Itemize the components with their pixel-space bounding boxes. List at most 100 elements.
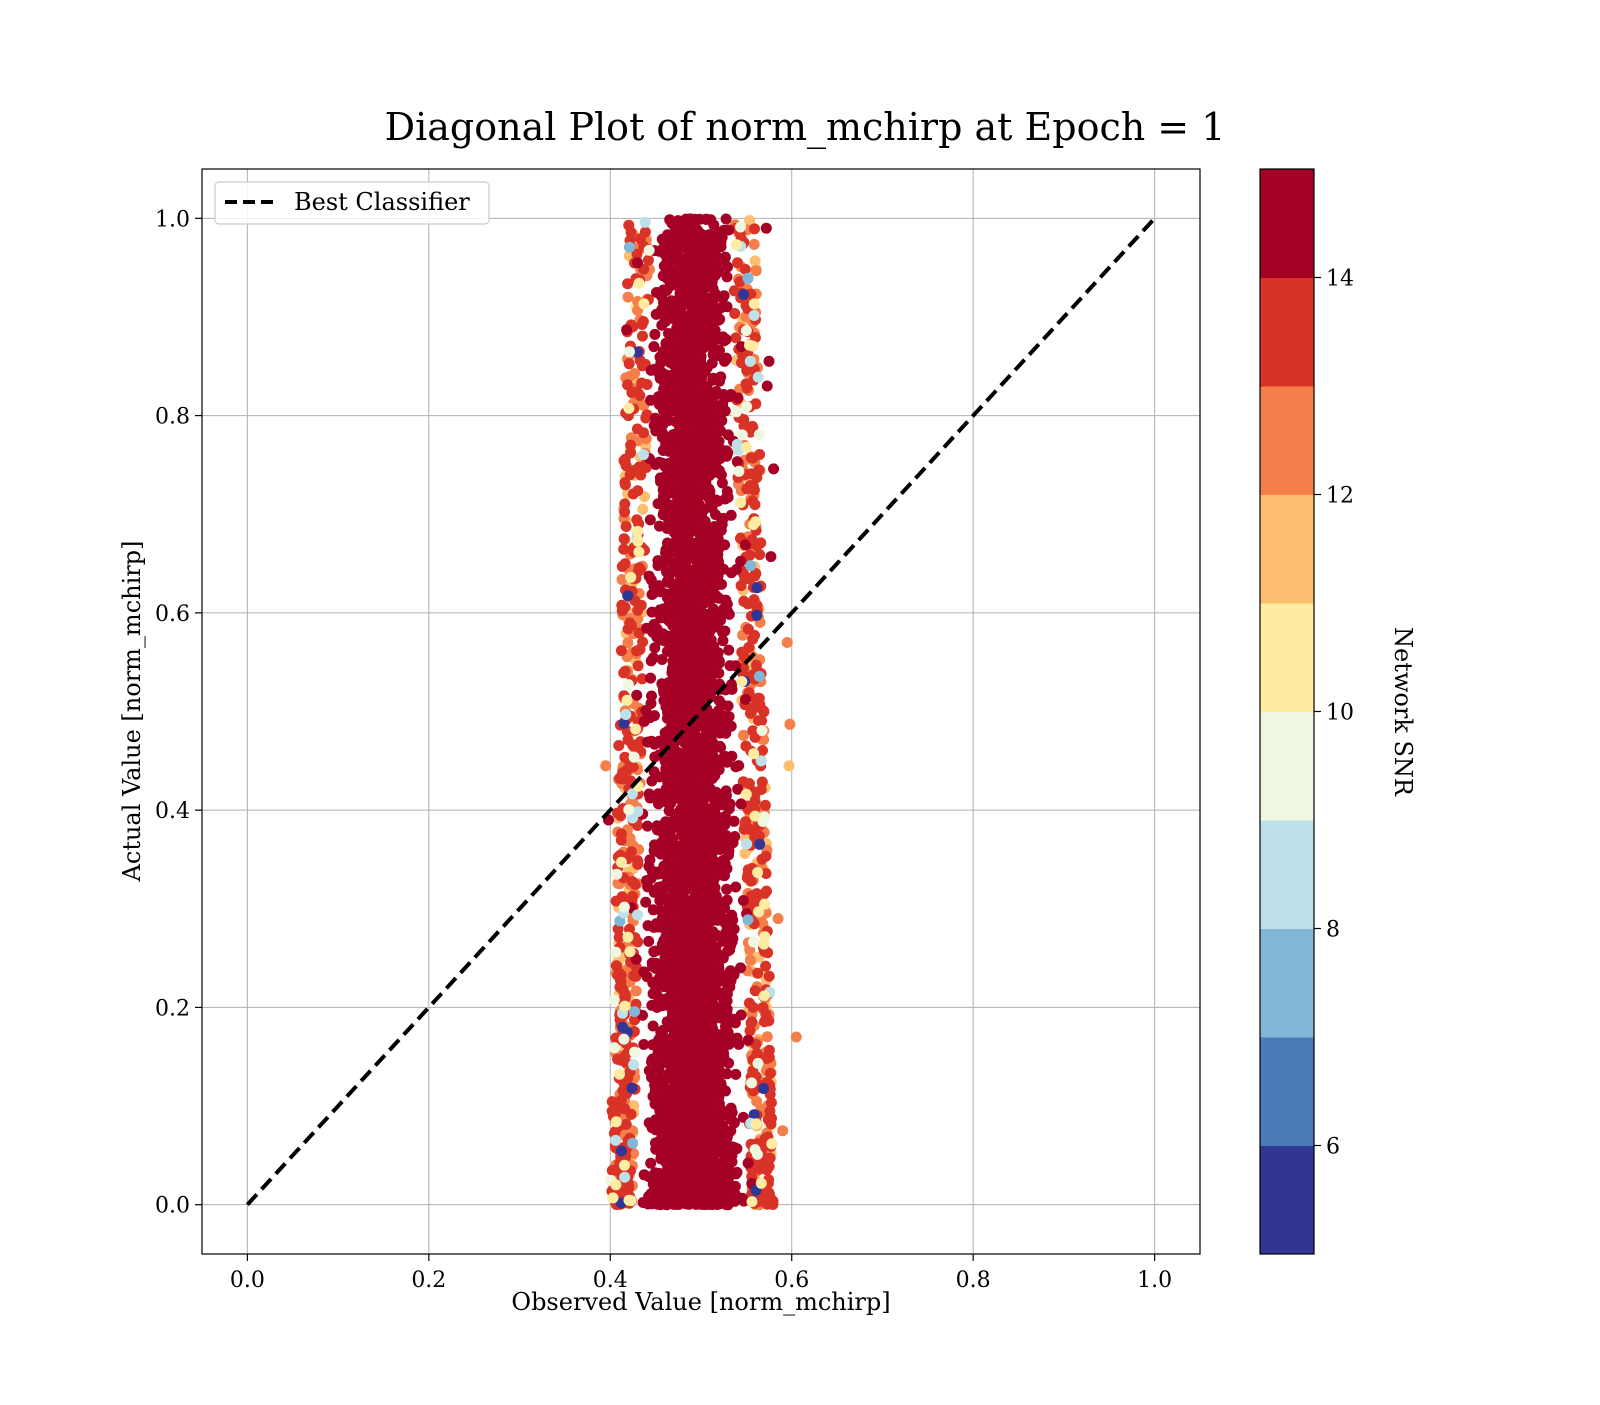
scatter-point <box>714 695 725 706</box>
scatter-point <box>758 1002 769 1013</box>
scatter-point <box>762 1031 773 1042</box>
scatter-point <box>707 299 718 310</box>
scatter-point <box>677 643 688 654</box>
scatter-point <box>668 650 679 661</box>
scatter-point <box>672 397 683 408</box>
scatter-point <box>711 590 722 601</box>
scatter-point <box>709 942 720 953</box>
scatter-point <box>749 630 760 641</box>
scatter-point <box>743 1158 754 1169</box>
scatter-point <box>681 402 692 413</box>
scatter-point <box>657 234 668 245</box>
scatter-point <box>661 339 672 350</box>
scatter-point <box>738 895 749 906</box>
scatter-point <box>618 544 629 555</box>
scatter-point <box>636 378 647 389</box>
scatter-point <box>716 241 727 252</box>
scatter-point <box>745 708 756 719</box>
scatter-point <box>720 1153 731 1164</box>
scatter-point <box>725 938 736 949</box>
scatter-point <box>706 975 717 986</box>
scatter-point <box>632 485 643 496</box>
scatter-point <box>702 577 713 588</box>
scatter-point <box>732 1167 743 1178</box>
scatter-point <box>709 346 720 357</box>
scatter-point <box>634 390 645 401</box>
scatter-point <box>631 646 642 657</box>
scatter-point <box>663 703 674 714</box>
scatter-point <box>712 990 723 1001</box>
scatter-point <box>616 828 627 839</box>
scatter-point <box>616 970 627 981</box>
scatter-point <box>620 558 631 569</box>
scatter-point <box>684 854 695 865</box>
scatter-point <box>748 1002 759 1013</box>
scatter-point <box>715 742 726 753</box>
scatter-point <box>668 592 679 603</box>
scatter-point <box>721 785 732 796</box>
scatter-point <box>619 498 630 509</box>
scatter-point <box>741 483 752 494</box>
scatter-point <box>631 986 642 997</box>
scatter-point <box>761 1159 772 1170</box>
scatter-point <box>724 711 735 722</box>
scatter-point <box>646 776 657 787</box>
scatter-point <box>724 609 735 620</box>
scatter-point <box>722 447 733 458</box>
scatter-point <box>665 682 676 693</box>
scatter-point <box>649 839 660 850</box>
scatter-point <box>658 1150 669 1161</box>
scatter-point <box>718 1028 729 1039</box>
chart-title: Diagonal Plot of norm_mchirp at Epoch = … <box>385 105 1226 150</box>
scatter-point <box>708 309 719 320</box>
scatter-point <box>645 673 656 684</box>
scatter-point <box>621 521 632 532</box>
scatter-point <box>752 600 763 611</box>
scatter-point <box>692 789 703 800</box>
scatter-point <box>623 1183 634 1194</box>
scatter-point <box>607 1106 618 1117</box>
scatter-point <box>746 1018 757 1029</box>
scatter-point <box>765 1068 776 1079</box>
scatter-point <box>754 449 765 460</box>
scatter-point <box>688 968 699 979</box>
scatter-point <box>687 906 698 917</box>
scatter-point <box>751 472 762 483</box>
scatter-point <box>632 859 643 870</box>
scatter-point <box>729 924 740 935</box>
scatter-point <box>658 509 669 520</box>
scatter-point <box>647 627 658 638</box>
scatter-point <box>757 854 768 865</box>
scatter-point <box>650 426 661 437</box>
scatter-point <box>719 290 730 301</box>
scatter-point <box>664 432 675 443</box>
scatter-point <box>655 1186 666 1197</box>
scatter-point <box>641 705 652 716</box>
scatter-point <box>649 364 660 375</box>
scatter-point <box>670 812 681 823</box>
scatter-point <box>732 456 743 467</box>
scatter-point <box>654 457 665 468</box>
scatter-point <box>632 605 643 616</box>
scatter-point <box>682 568 693 579</box>
scatter-point <box>708 373 719 384</box>
scatter-point <box>705 438 716 449</box>
scatter-point <box>625 440 636 451</box>
scatter-point <box>676 964 687 975</box>
scatter-point <box>736 580 747 591</box>
scatter-point <box>756 715 767 726</box>
scatter-point <box>732 1033 743 1044</box>
scatter-point <box>637 637 648 648</box>
scatter-point <box>736 798 747 809</box>
scatter-point <box>620 479 631 490</box>
scatter-point <box>649 752 660 763</box>
scatter-point <box>711 580 722 591</box>
scatter-point <box>622 379 633 390</box>
scatter-point <box>743 1035 754 1046</box>
scatter-point <box>652 990 663 1001</box>
scatter-point <box>752 968 763 979</box>
scatter-point <box>706 493 717 504</box>
scatter-point <box>709 614 720 625</box>
